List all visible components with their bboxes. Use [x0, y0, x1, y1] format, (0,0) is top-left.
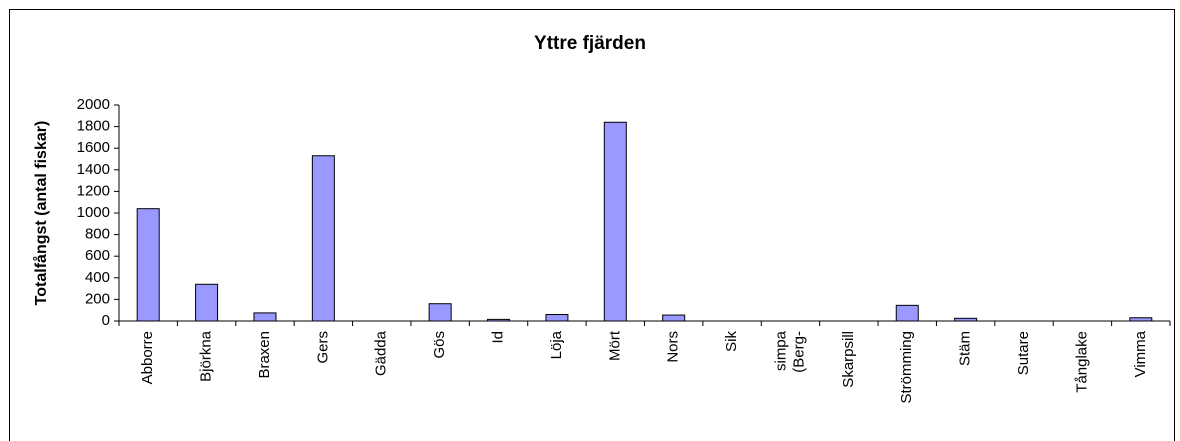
x-tick-label: Vimma: [1132, 330, 1149, 377]
x-tick-label: Braxen: [256, 331, 273, 379]
bar: [253, 312, 277, 322]
bar: [603, 121, 627, 322]
y-tick-label: 400: [85, 269, 110, 286]
x-tick-label: Sik: [723, 331, 740, 352]
bar: [136, 208, 160, 322]
x-tick-label: Strömming: [898, 331, 915, 404]
bar: [428, 303, 452, 322]
x-tick-label: Stäm: [957, 331, 974, 366]
x-tick-label: Tånglake: [1073, 331, 1090, 393]
y-tick-label: 1200: [77, 182, 110, 199]
x-tick-label: Id: [489, 331, 506, 344]
chart-frame: [9, 9, 1175, 441]
x-tick-label: Sutare: [1015, 331, 1032, 375]
x-tick-label: Skarpsill: [840, 331, 857, 388]
y-tick-label: 1800: [77, 118, 110, 135]
bar: [311, 155, 335, 322]
x-tick-label: Abborre: [139, 331, 156, 384]
x-tick-label: Löja: [548, 330, 565, 359]
x-tick-label: Gös: [431, 331, 448, 359]
y-axis-label: Totalfångst (antal fiskar): [32, 121, 50, 306]
x-tick-label: Gädda: [373, 330, 390, 376]
y-tick-label: 200: [85, 290, 110, 307]
bar: [545, 314, 569, 322]
y-tick-label: 2000: [77, 96, 110, 113]
y-tick-label: 0: [102, 312, 110, 329]
y-tick-label: 600: [85, 247, 110, 264]
x-tick-label: simpa(Berg-: [772, 330, 807, 372]
x-tick-label: Björkna: [198, 330, 215, 382]
y-tick-label: 800: [85, 226, 110, 243]
bar: [1129, 317, 1153, 322]
bar: [895, 304, 919, 322]
bar: [195, 283, 219, 322]
bar: [954, 317, 978, 322]
y-tick-label: 1400: [77, 161, 110, 178]
bar: [487, 318, 511, 322]
x-tick-label: Mört: [606, 330, 623, 361]
y-tick-label: 1600: [77, 139, 110, 156]
bar: [662, 314, 686, 322]
y-tick-label: 1000: [77, 204, 110, 221]
x-tick-label: Nors: [665, 331, 682, 363]
x-tick-label: Gers: [314, 331, 331, 364]
chart-title: Yttre fjärden: [534, 33, 646, 54]
